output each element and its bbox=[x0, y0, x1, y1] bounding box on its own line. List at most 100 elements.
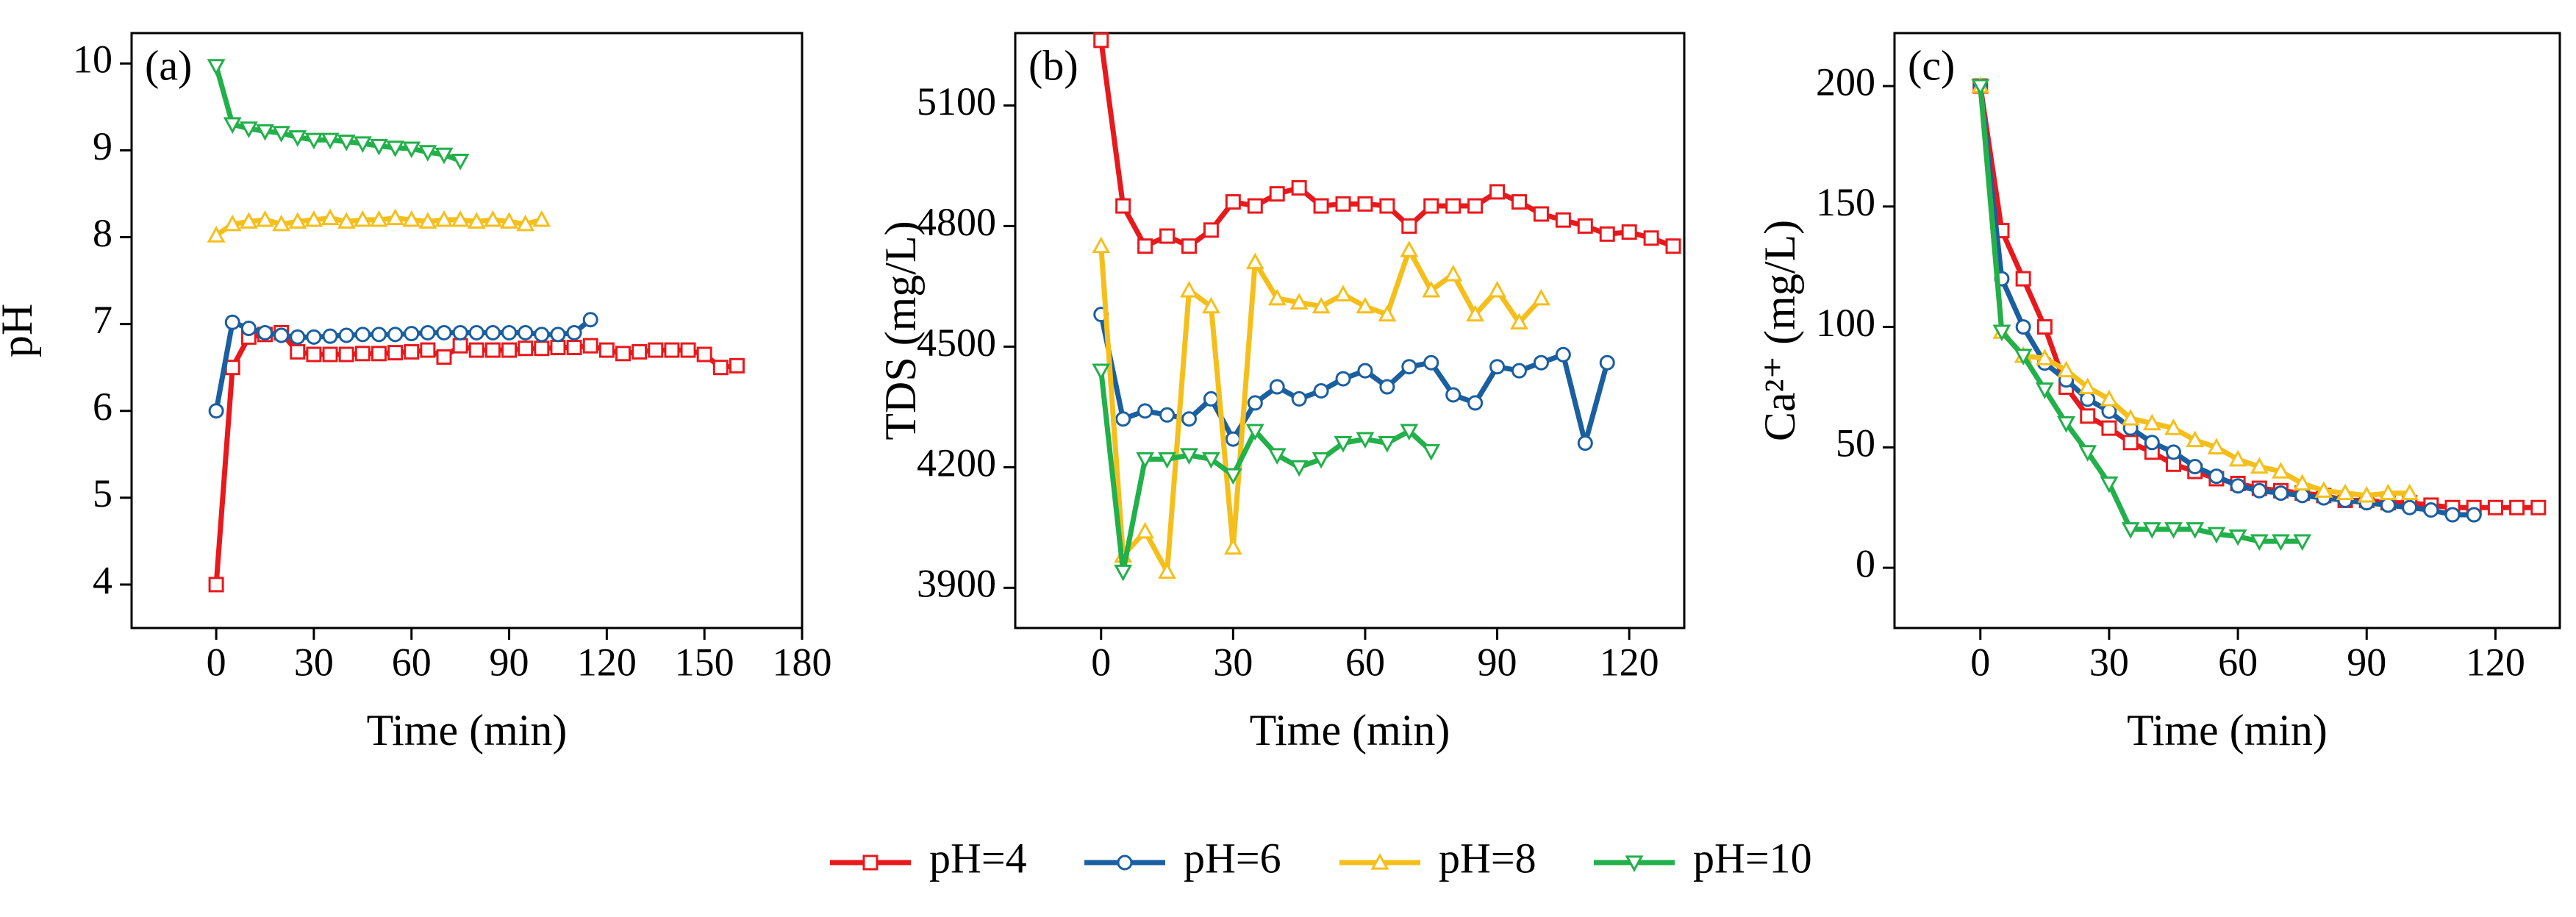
marker bbox=[1577, 435, 1593, 452]
marker bbox=[2208, 468, 2225, 485]
marker bbox=[1137, 403, 1153, 419]
marker bbox=[1489, 184, 1506, 200]
marker bbox=[1180, 280, 1198, 298]
marker bbox=[2509, 499, 2525, 515]
marker bbox=[1136, 452, 1155, 469]
marker bbox=[2294, 488, 2311, 504]
marker bbox=[1201, 296, 1220, 314]
marker bbox=[501, 324, 518, 340]
marker bbox=[2101, 420, 2117, 436]
marker bbox=[434, 147, 454, 165]
panel-label: (a) bbox=[145, 41, 192, 89]
marker bbox=[532, 210, 551, 227]
x-tick-label: 120 bbox=[2466, 640, 2525, 684]
marker bbox=[436, 324, 452, 340]
panel-label: (c) bbox=[1908, 41, 1955, 89]
marker bbox=[1510, 313, 1528, 330]
marker bbox=[518, 340, 534, 357]
marker bbox=[550, 340, 566, 356]
marker bbox=[224, 314, 240, 330]
marker bbox=[451, 210, 470, 227]
marker bbox=[322, 346, 338, 363]
marker bbox=[1400, 240, 1419, 257]
marker bbox=[1312, 452, 1331, 469]
marker bbox=[615, 346, 632, 362]
marker bbox=[680, 342, 696, 358]
x-tick-label: 180 bbox=[773, 640, 832, 684]
marker bbox=[420, 324, 436, 340]
marker bbox=[337, 212, 356, 229]
marker bbox=[534, 340, 550, 357]
marker bbox=[434, 210, 454, 227]
y-tick-label: 3900 bbox=[917, 562, 996, 606]
marker bbox=[2336, 483, 2355, 501]
marker bbox=[1269, 379, 1285, 395]
marker bbox=[418, 212, 437, 229]
x-axis-title: Time (min) bbox=[1250, 706, 1450, 754]
marker bbox=[386, 208, 405, 226]
y-tick-label: 8 bbox=[93, 211, 112, 255]
marker bbox=[386, 140, 405, 157]
marker bbox=[321, 132, 340, 150]
marker bbox=[1379, 198, 1395, 214]
marker bbox=[306, 346, 322, 363]
marker bbox=[1093, 32, 1109, 49]
marker bbox=[1159, 228, 1176, 244]
y-tick-label: 4200 bbox=[917, 441, 996, 485]
marker bbox=[208, 577, 224, 593]
marker bbox=[239, 212, 258, 229]
marker bbox=[2035, 349, 2054, 365]
x-axis-title: Time (min) bbox=[2127, 706, 2328, 754]
marker bbox=[1289, 460, 1309, 477]
marker bbox=[452, 338, 468, 354]
marker bbox=[2530, 499, 2547, 515]
marker bbox=[1115, 411, 1131, 427]
y-axis-title: pH bbox=[0, 304, 41, 357]
marker bbox=[1379, 379, 1395, 395]
marker bbox=[484, 324, 501, 340]
marker bbox=[2357, 485, 2376, 503]
panel-label: (b) bbox=[1028, 41, 1078, 89]
marker bbox=[404, 343, 420, 360]
marker bbox=[1225, 431, 1241, 447]
marker bbox=[1357, 363, 1373, 379]
marker bbox=[729, 357, 745, 374]
marker bbox=[2293, 474, 2312, 491]
marker bbox=[1223, 468, 1242, 485]
marker bbox=[2400, 483, 2419, 501]
marker bbox=[256, 210, 274, 227]
series-line bbox=[213, 65, 462, 163]
marker bbox=[1180, 448, 1198, 465]
marker bbox=[1291, 390, 1307, 407]
marker bbox=[288, 130, 307, 147]
marker bbox=[224, 360, 240, 376]
legend-marker bbox=[1117, 854, 1133, 871]
marker bbox=[1158, 452, 1176, 469]
marker bbox=[371, 327, 387, 343]
y-tick-label: 200 bbox=[1816, 60, 1875, 104]
marker bbox=[1489, 359, 1506, 375]
series-line bbox=[1098, 40, 1675, 249]
marker bbox=[1289, 293, 1309, 310]
marker bbox=[468, 342, 484, 358]
marker bbox=[1533, 354, 1549, 371]
marker bbox=[2444, 507, 2461, 523]
marker bbox=[1511, 363, 1527, 379]
x-tick-label: 0 bbox=[1091, 640, 1111, 684]
marker bbox=[353, 210, 372, 227]
y-axis-title: Ca²⁺ (mg/L) bbox=[1756, 220, 1804, 441]
marker bbox=[1203, 390, 1219, 407]
marker bbox=[1665, 238, 1681, 254]
marker bbox=[2057, 415, 2075, 433]
marker bbox=[1245, 252, 1264, 270]
marker bbox=[1136, 521, 1155, 539]
x-tick-label: 30 bbox=[1213, 640, 1253, 684]
marker bbox=[534, 327, 550, 343]
marker bbox=[387, 327, 404, 343]
marker bbox=[2272, 462, 2290, 479]
y-tick-label: 0 bbox=[1856, 542, 1875, 586]
marker bbox=[1401, 218, 1417, 234]
marker bbox=[2230, 478, 2246, 494]
marker bbox=[1555, 212, 1571, 228]
